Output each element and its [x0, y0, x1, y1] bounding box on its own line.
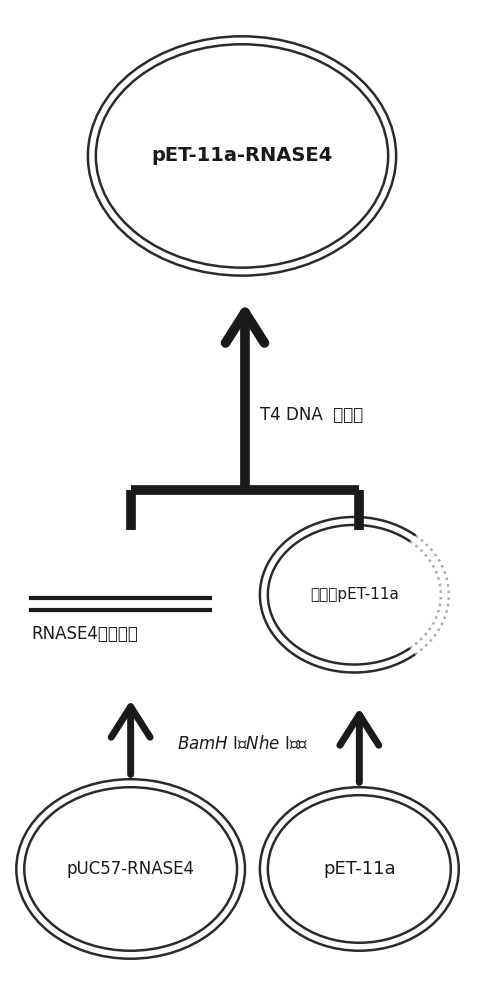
Text: $\it{BamH}$ I和$\it{Nhe}$ I酵切: $\it{BamH}$ I和$\it{Nhe}$ I酵切: [177, 735, 308, 753]
Text: pET-11a-RNASE4: pET-11a-RNASE4: [151, 146, 332, 165]
Text: RNASE4基因片段: RNASE4基因片段: [31, 625, 138, 643]
Text: T4 DNA  连接酶: T4 DNA 连接酶: [259, 406, 363, 424]
Text: pUC57-RNASE4: pUC57-RNASE4: [66, 860, 194, 878]
Text: 线性化pET-11a: 线性化pET-11a: [309, 587, 398, 602]
Text: pET-11a: pET-11a: [322, 860, 395, 878]
